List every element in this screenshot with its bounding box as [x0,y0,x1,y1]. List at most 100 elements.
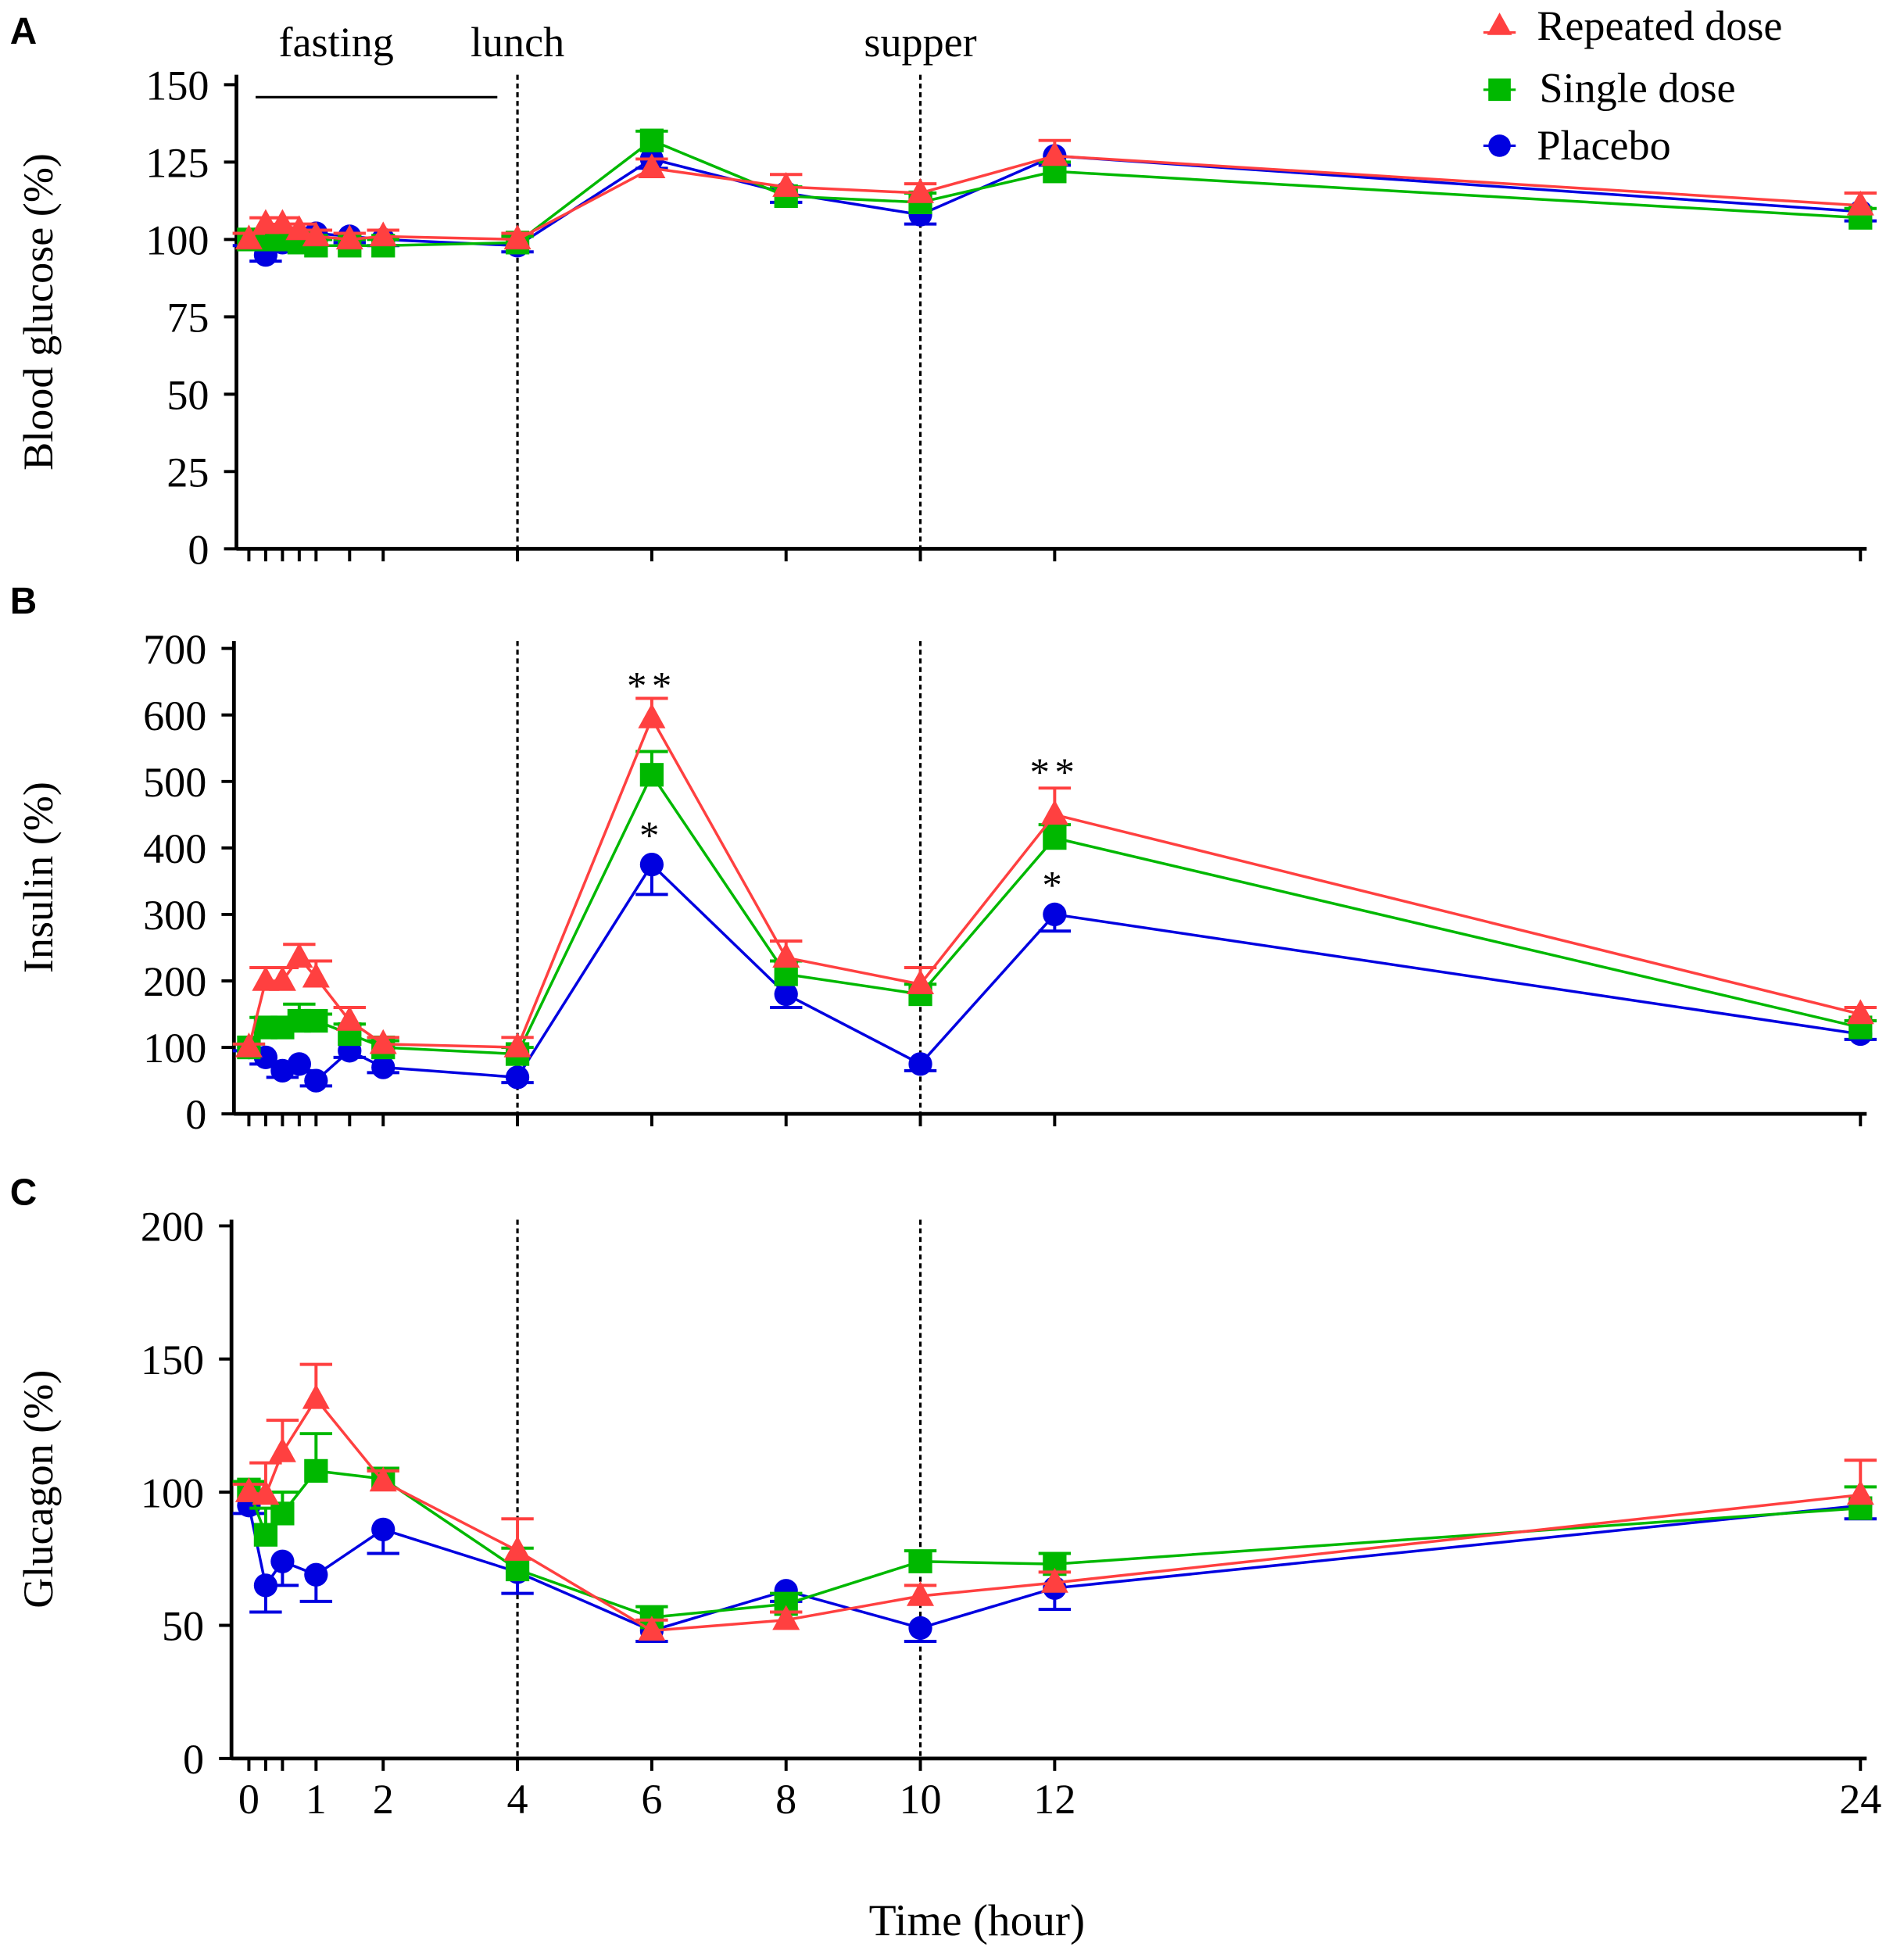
data-point-triangle [1846,1480,1874,1505]
data-point-triangle [234,1477,263,1502]
y-tick-label: 600 [143,692,206,739]
data-point-triangle [234,1032,263,1058]
y-axis-title: Blood glucose (%) [15,153,62,471]
data-point-circle [304,1562,328,1587]
data-point-circle [304,1068,328,1093]
data-point-triangle [638,703,666,728]
y-tick-label: 500 [143,759,206,806]
legend-label-single: Single dose [1539,65,1735,112]
data-point-triangle [369,221,397,247]
legend-square-icon [1488,78,1511,102]
data-point-triangle [302,221,330,247]
data-point-triangle [503,1032,531,1058]
y-tick-label: 700 [143,626,206,673]
data-point-circle [774,982,798,1007]
data-point-circle [908,1052,932,1076]
legend-circle-icon [1488,134,1511,157]
y-tick-label: 200 [141,1204,204,1251]
data-point-triangle [1040,1567,1068,1593]
x-tick-label: 2 [373,1776,394,1823]
legend-label-repeated: Repeated dose [1537,2,1782,49]
data-point-circle [908,1616,932,1641]
data-point-circle [1043,902,1067,927]
significance-marker: * [1042,864,1067,908]
data-point-square [253,1523,278,1547]
y-tick-label: 100 [141,1469,204,1516]
x-tick-label: 4 [507,1776,528,1823]
y-tick-label: 0 [185,1091,206,1138]
y-tick-label: 200 [143,958,206,1005]
data-point-square [270,1501,295,1526]
series-repeated-dose [232,1362,1877,1641]
x-axis-title: Time (hour) [869,1896,1085,1945]
data-point-triangle [302,1383,330,1409]
x-tick-label: 0 [238,1776,259,1823]
significance-marker: * [639,814,664,858]
data-point-square [908,1549,932,1573]
data-point-triangle [1040,800,1068,825]
y-tick-label: 25 [166,449,209,496]
data-point-triangle [638,1616,666,1641]
panel-letter: C [10,1172,37,1213]
data-point-triangle [252,1480,280,1505]
data-point-triangle [638,153,666,179]
y-tick-label: 0 [183,1736,204,1783]
data-point-circle [270,1549,295,1573]
data-point-circle [371,1517,395,1541]
panel-a: A 0 25 50 75 100 125 150 Blood glucose (%) fastin… [10,11,1877,573]
data-point-triangle [907,1580,935,1606]
series-repeated-dose [232,696,1877,1058]
data-point-triangle [268,209,296,234]
data-point-triangle [335,1005,363,1031]
legend-label-placebo: Placebo [1537,122,1670,169]
data-point-triangle [772,1605,800,1630]
data-point-triangle [772,943,800,968]
annotation-fasting: fasting [278,19,393,66]
y-tick-label: 300 [143,892,206,939]
data-point-square [304,1008,328,1033]
data-point-triangle [907,969,935,994]
data-point-square [639,763,664,787]
x-tick-label: 24 [1839,1776,1881,1823]
x-tick-label: 10 [899,1776,941,1823]
panel-letter: A [10,11,37,52]
data-point-square [304,1458,328,1483]
data-point-triangle [302,962,330,988]
data-point-triangle [772,171,800,197]
data-point-square [1043,825,1067,850]
y-tick-label: 150 [145,63,209,109]
y-tick-label: 50 [162,1603,204,1650]
data-point-circle [371,1055,395,1079]
data-point-circle [639,853,664,877]
data-point-triangle [369,1466,397,1492]
x-tick-label: 6 [641,1776,662,1823]
x-tick-label: 12 [1033,1776,1075,1823]
data-point-square [505,1557,530,1582]
panel-letter: B [10,581,37,622]
y-tick-label: 150 [141,1337,204,1383]
data-point-circle [287,1052,311,1076]
data-point-triangle [268,965,296,991]
data-point-triangle [335,224,363,250]
y-tick-label: 50 [166,371,209,418]
y-axis-title: Insulin (%) [15,782,62,973]
y-tick-label: 125 [145,140,209,187]
data-point-circle [505,1065,530,1090]
significance-marker: ** [1030,751,1080,795]
y-tick-label: 100 [143,1025,206,1072]
data-point-triangle [503,1536,531,1561]
y-tick-label: 100 [145,217,209,263]
x-tick-label: 1 [306,1776,327,1823]
y-axis-title: Glucagon (%) [15,1370,62,1609]
data-point-circle [253,1573,278,1598]
data-point-triangle [268,1437,296,1462]
data-point-triangle [285,215,313,241]
data-point-triangle [285,943,313,968]
data-point-triangle [1846,190,1874,216]
significance-marker: ** [627,664,677,708]
annotation-supper: supper [864,19,976,66]
data-point-triangle [234,224,263,250]
